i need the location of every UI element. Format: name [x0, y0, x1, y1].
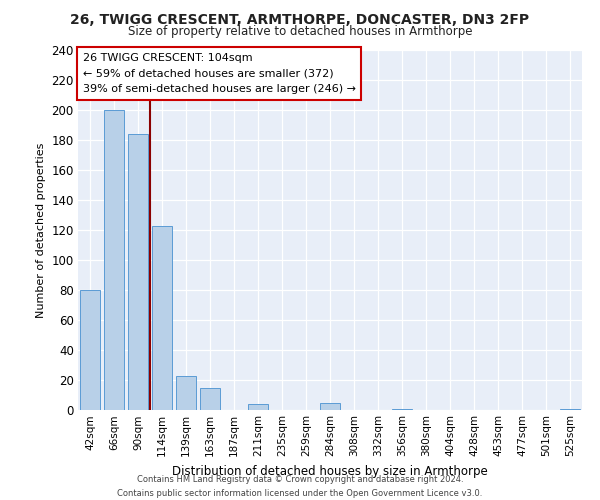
Bar	[392, 408, 412, 410]
Bar	[104, 110, 124, 410]
Bar	[200, 388, 220, 410]
Bar	[128, 134, 148, 410]
Y-axis label: Number of detached properties: Number of detached properties	[36, 142, 46, 318]
X-axis label: Distribution of detached houses by size in Armthorpe: Distribution of detached houses by size …	[172, 464, 488, 477]
Bar	[152, 226, 172, 410]
Bar	[560, 408, 580, 410]
Bar	[80, 290, 100, 410]
Text: Size of property relative to detached houses in Armthorpe: Size of property relative to detached ho…	[128, 25, 472, 38]
Text: 26 TWIGG CRESCENT: 104sqm
← 59% of detached houses are smaller (372)
39% of semi: 26 TWIGG CRESCENT: 104sqm ← 59% of detac…	[83, 53, 356, 94]
Bar	[176, 376, 196, 410]
Text: 26, TWIGG CRESCENT, ARMTHORPE, DONCASTER, DN3 2FP: 26, TWIGG CRESCENT, ARMTHORPE, DONCASTER…	[70, 12, 530, 26]
Bar	[248, 404, 268, 410]
Bar	[320, 402, 340, 410]
Text: Contains HM Land Registry data © Crown copyright and database right 2024.
Contai: Contains HM Land Registry data © Crown c…	[118, 476, 482, 498]
